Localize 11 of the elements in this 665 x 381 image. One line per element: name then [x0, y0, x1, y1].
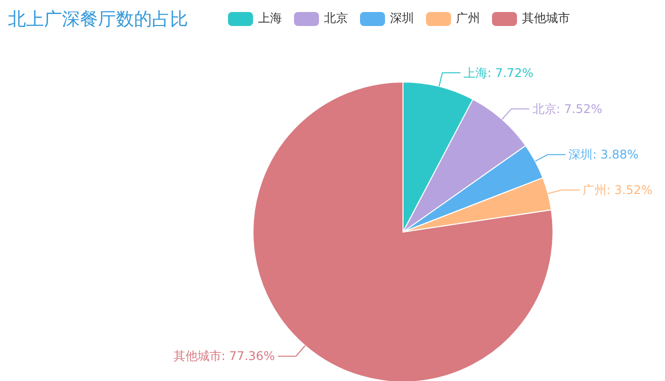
data-label: 其他城市: 77.36%: [173, 349, 275, 364]
legend-label: 上海: [258, 10, 282, 27]
legend-label: 广州: [456, 10, 480, 27]
legend-label: 北京: [324, 10, 348, 27]
legend-label: 其他城市: [522, 10, 570, 27]
data-label: 深圳: 3.88%: [568, 148, 639, 162]
chart-title: 北上广深餐厅数的占比: [8, 8, 188, 31]
data-label: 北京: 7.52%: [532, 102, 602, 116]
legend-label: 深圳: [390, 10, 414, 27]
data-label: 广州: 3.52%: [582, 183, 653, 198]
data-label: 上海: 7.72%: [463, 66, 534, 80]
